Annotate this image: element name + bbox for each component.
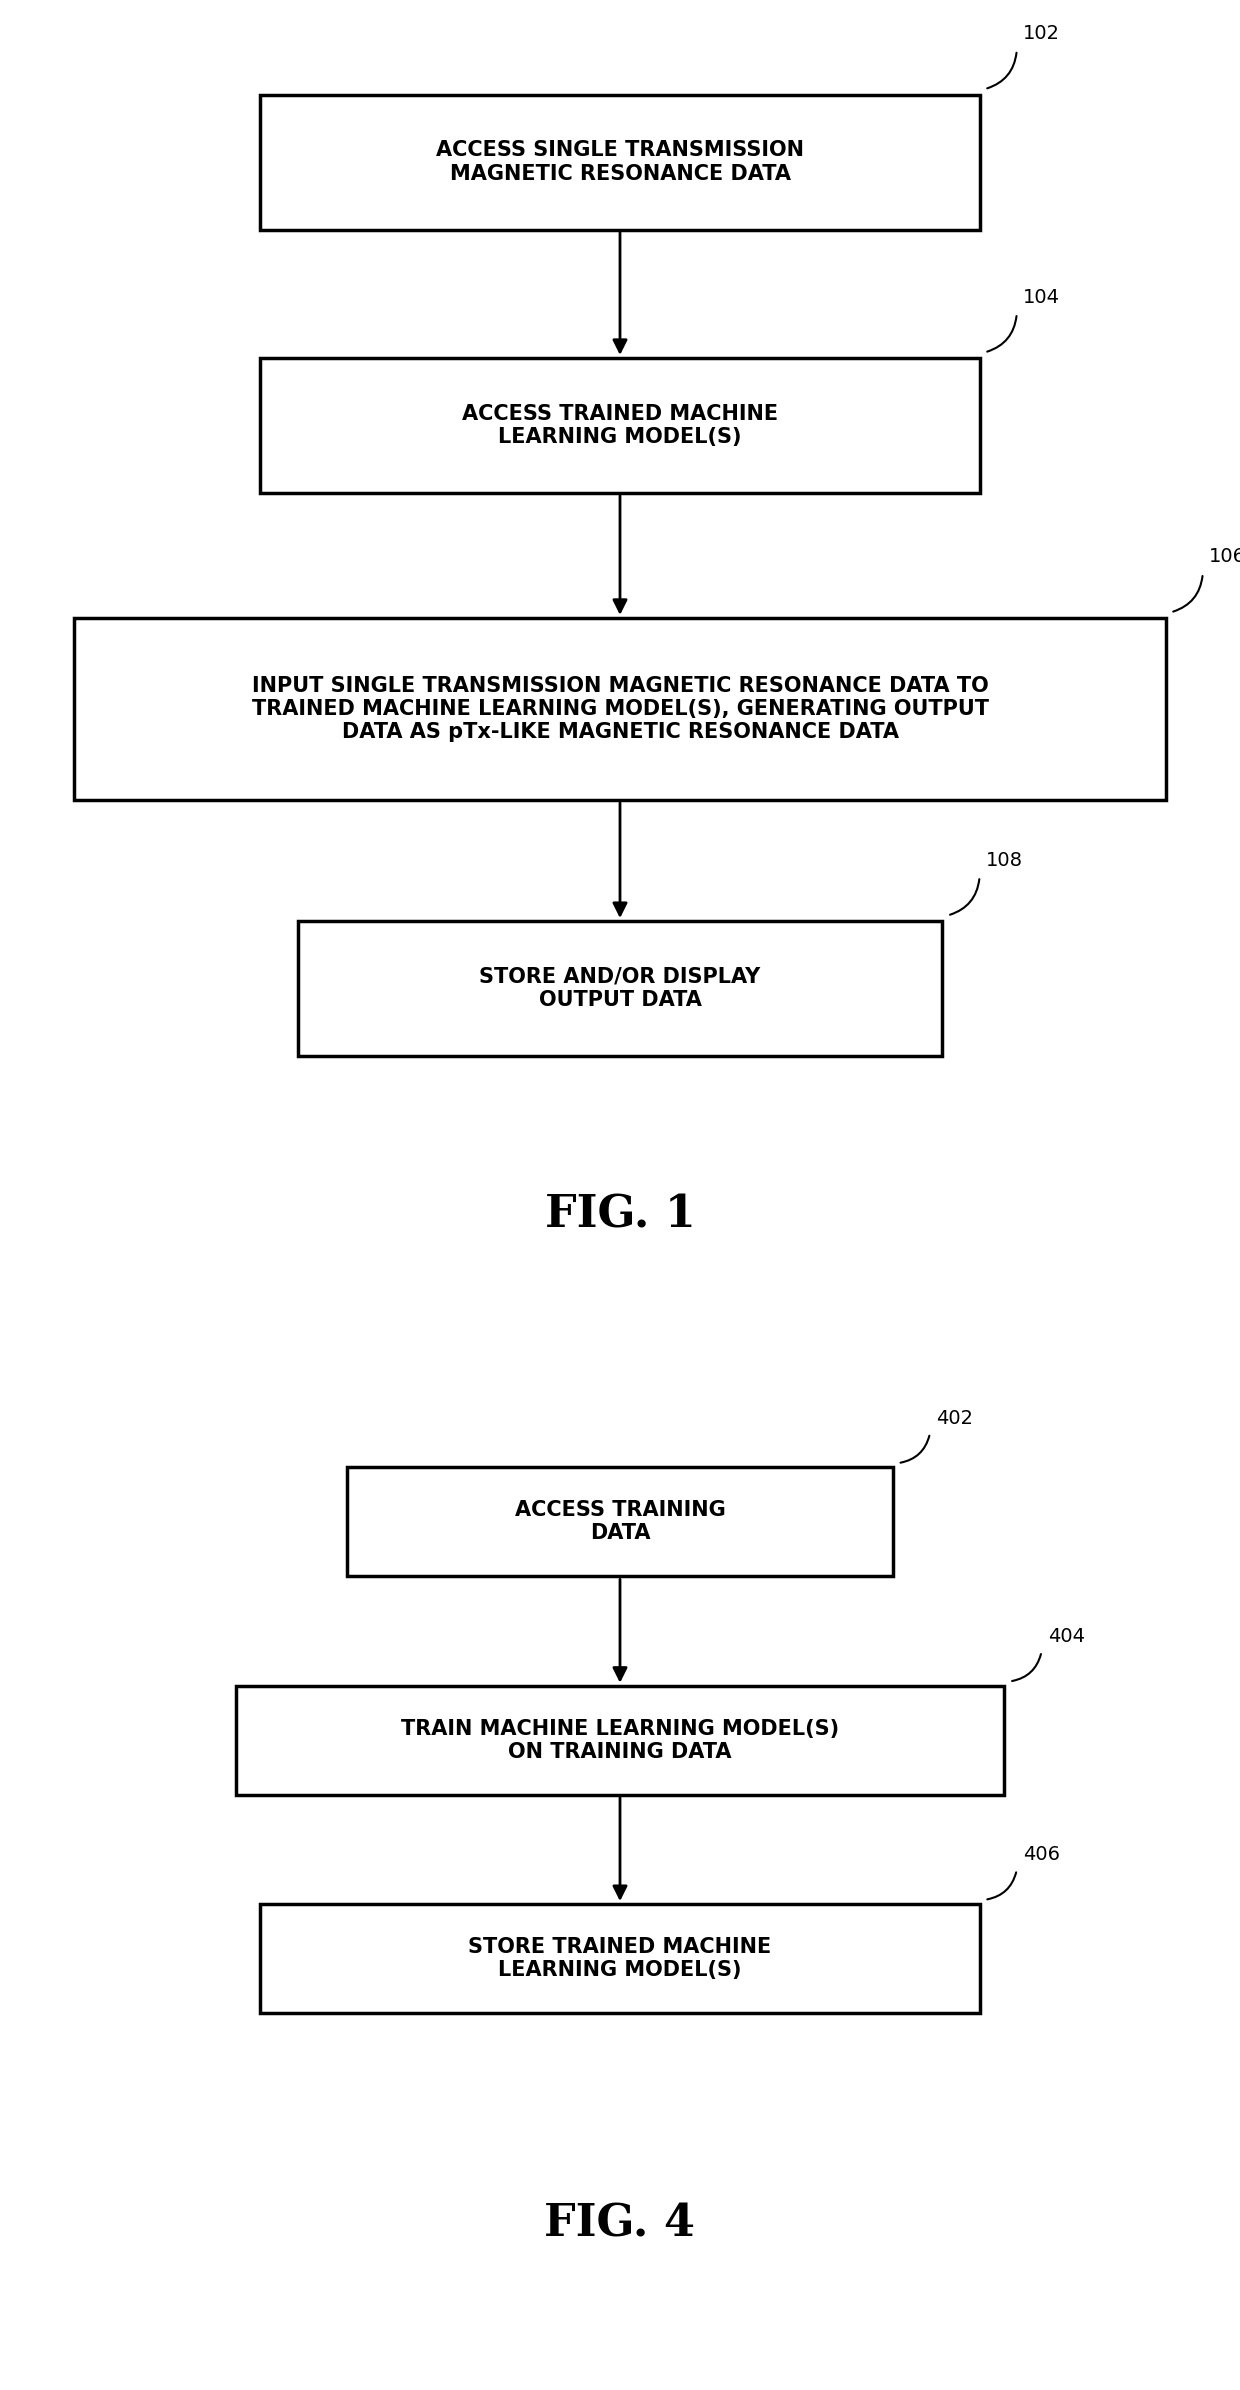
FancyBboxPatch shape bbox=[347, 1467, 893, 1577]
Text: ACCESS TRAINING
DATA: ACCESS TRAINING DATA bbox=[515, 1501, 725, 1544]
Text: 404: 404 bbox=[1048, 1628, 1085, 1647]
FancyBboxPatch shape bbox=[260, 358, 980, 492]
Text: STORE AND/OR DISPLAY
OUTPUT DATA: STORE AND/OR DISPLAY OUTPUT DATA bbox=[480, 968, 760, 1011]
Text: STORE TRAINED MACHINE
LEARNING MODEL(S): STORE TRAINED MACHINE LEARNING MODEL(S) bbox=[469, 1936, 771, 1981]
FancyBboxPatch shape bbox=[298, 920, 942, 1056]
Text: INPUT SINGLE TRANSMISSION MAGNETIC RESONANCE DATA TO
TRAINED MACHINE LEARNING MO: INPUT SINGLE TRANSMISSION MAGNETIC RESON… bbox=[252, 676, 988, 743]
FancyBboxPatch shape bbox=[236, 1685, 1004, 1795]
Text: 406: 406 bbox=[1023, 1845, 1060, 1864]
Text: ACCESS SINGLE TRANSMISSION
MAGNETIC RESONANCE DATA: ACCESS SINGLE TRANSMISSION MAGNETIC RESO… bbox=[436, 141, 804, 184]
Text: 106: 106 bbox=[1209, 547, 1240, 566]
FancyBboxPatch shape bbox=[74, 617, 1166, 801]
Text: TRAIN MACHINE LEARNING MODEL(S)
ON TRAINING DATA: TRAIN MACHINE LEARNING MODEL(S) ON TRAIN… bbox=[401, 1718, 839, 1761]
Text: FIG. 1: FIG. 1 bbox=[544, 1195, 696, 1236]
Text: FIG. 4: FIG. 4 bbox=[544, 2201, 696, 2244]
Text: 102: 102 bbox=[1023, 24, 1060, 43]
FancyBboxPatch shape bbox=[260, 96, 980, 229]
Text: 104: 104 bbox=[1023, 287, 1060, 306]
Text: 402: 402 bbox=[936, 1408, 973, 1427]
Text: 108: 108 bbox=[986, 851, 1023, 870]
FancyBboxPatch shape bbox=[260, 1905, 980, 2012]
Text: ACCESS TRAINED MACHINE
LEARNING MODEL(S): ACCESS TRAINED MACHINE LEARNING MODEL(S) bbox=[463, 404, 777, 447]
